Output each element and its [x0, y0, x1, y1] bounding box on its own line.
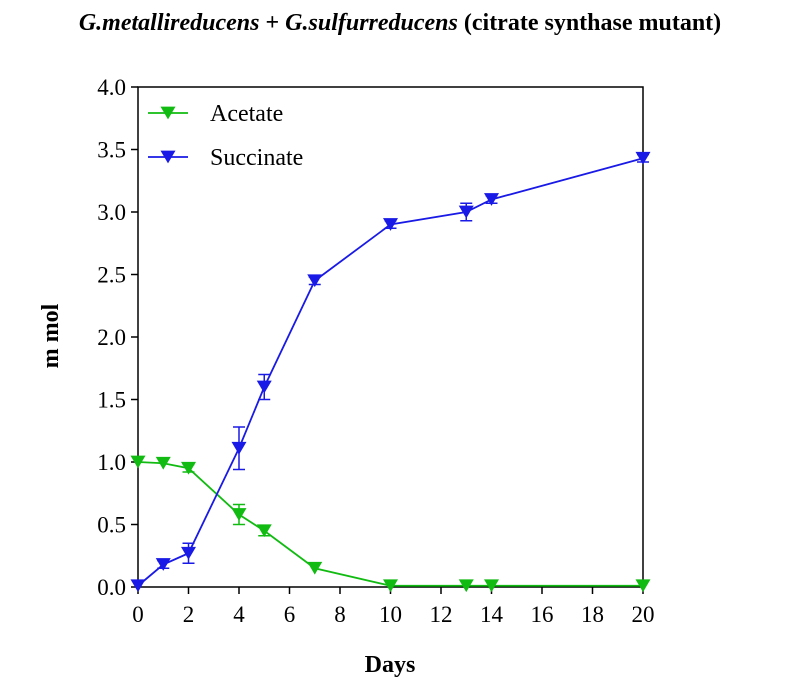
x-tick-label: 14 [480, 602, 504, 627]
chart-title-part-1: G.metallireducens [79, 10, 260, 36]
x-tick-label: 6 [284, 602, 296, 627]
x-axis-label: Days [365, 652, 416, 678]
y-tick-label: 1.5 [97, 388, 126, 413]
x-tick-label: 12 [430, 602, 453, 627]
data-point [458, 579, 474, 593]
y-tick-label: 4.0 [97, 75, 126, 100]
data-point [130, 455, 146, 469]
data-point [383, 579, 398, 593]
x-tick-label: 4 [233, 602, 245, 627]
data-point [155, 558, 171, 571]
data-point [635, 151, 651, 165]
chart-title-part-4: (citrate synthase mutant) [458, 10, 721, 36]
data-point [484, 579, 499, 593]
x-tick-label: 10 [379, 602, 402, 627]
y-tick-label: 0.0 [97, 575, 126, 600]
chart-title-part-3: G.sulfurreducens [285, 10, 458, 36]
series-succinate [130, 151, 651, 593]
x-tick-label: 20 [632, 602, 655, 627]
data-point [484, 193, 499, 206]
y-tick-label: 2.0 [97, 325, 126, 350]
chart-title-part-2: + [259, 10, 285, 36]
chart-title: G.metallireducens + G.sulfurreducens (ci… [79, 10, 721, 36]
legend: Acetate Succinate [148, 101, 303, 171]
series-line-acetate [137, 461, 643, 587]
data-point [155, 456, 171, 470]
data-point [307, 561, 323, 575]
legend-label: Succinate [210, 145, 303, 171]
data-point [231, 508, 247, 521]
legend-label: Acetate [210, 101, 283, 127]
data-point [256, 380, 272, 394]
series-acetate [130, 455, 651, 593]
data-point [130, 579, 146, 593]
x-tick-label: 2 [183, 602, 195, 627]
y-tick-label: 3.0 [97, 200, 126, 225]
series-layer [130, 151, 651, 593]
series-line-succinate [137, 157, 644, 587]
y-axis-label: m mol [38, 303, 64, 368]
y-tick-label: 1.0 [97, 450, 126, 475]
data-point [458, 205, 474, 219]
x-tick-label: 0 [132, 602, 144, 627]
legend-marker [160, 150, 176, 164]
tick-group: 0 2 4 6 8 10 12 14 16 18 20 0.0 0.5 1.0 1.5 2.0 2.5 3.0 3.… [97, 75, 654, 627]
data-point [181, 546, 196, 560]
data-point [307, 274, 323, 288]
x-tick-label: 18 [581, 602, 604, 627]
y-tick-label: 0.5 [97, 513, 126, 538]
y-tick-label: 3.5 [97, 138, 126, 163]
data-point [383, 218, 398, 231]
data-point [256, 524, 272, 538]
x-tick-label: 8 [334, 602, 346, 627]
legend-marker [160, 106, 176, 120]
x-tick-label: 16 [531, 602, 554, 627]
data-point [181, 461, 196, 475]
y-tick-label: 2.5 [97, 263, 126, 288]
data-point [635, 579, 651, 593]
data-point [231, 441, 247, 455]
